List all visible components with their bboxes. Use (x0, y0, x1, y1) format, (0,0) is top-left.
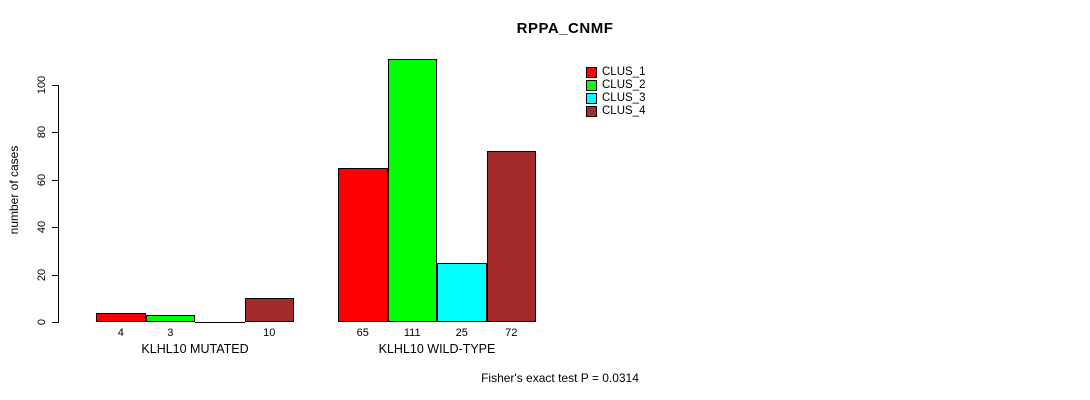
bar-clus_4-group1 (244, 298, 294, 322)
legend-item-clus_4: CLUS_4 (586, 105, 645, 118)
legend-swatch-icon (586, 106, 597, 117)
y-axis-tick (52, 322, 58, 323)
y-axis-line (58, 85, 59, 323)
bar-clus_3-group1 (195, 322, 245, 323)
bar-value-label: 111 (403, 327, 421, 339)
chart-title: RPPA_CNMF (516, 20, 614, 37)
y-axis-tick-label: 100 (36, 75, 48, 95)
legend-swatch-icon (586, 67, 597, 78)
y-axis-tick (52, 179, 58, 181)
annotation-text: Fisher's exact test P = 0.0314 (481, 371, 639, 385)
y-axis-tick-label: 40 (36, 221, 48, 234)
y-axis-tick (52, 227, 58, 229)
bar-clus_1-group2 (338, 168, 388, 322)
y-axis-tick-label: 0 (36, 318, 48, 326)
legend-label: CLUS_4 (602, 105, 646, 117)
bar-value-label: 4 (117, 327, 124, 339)
bar-value-label: 65 (356, 327, 369, 339)
bar-clus_2-group1 (145, 315, 195, 322)
y-axis-tick (52, 274, 58, 276)
legend-swatch-icon (586, 80, 597, 91)
legend: CLUS_1 CLUS_2 CLUS_3 CLUS_4 (586, 66, 645, 118)
legend-label: CLUS_3 (602, 92, 646, 104)
bar-value-label: 10 (263, 327, 276, 339)
bar-value-label: 3 (167, 327, 174, 339)
x-axis-group-label: KLHL10 WILD-TYPE (378, 342, 496, 356)
legend-item-clus_2: CLUS_2 (586, 79, 645, 92)
y-axis-tick (52, 85, 58, 86)
x-axis-group-label: KLHL10 MUTATED (141, 342, 249, 356)
bar-clus_1-group1 (96, 313, 146, 322)
legend-item-clus_1: CLUS_1 (586, 66, 645, 79)
y-axis-tick-label: 80 (36, 126, 48, 139)
legend-swatch-icon (586, 93, 597, 104)
legend-label: CLUS_1 (602, 66, 646, 78)
legend-label: CLUS_2 (602, 79, 646, 91)
bar-clus_3-group2 (437, 263, 487, 322)
bar-clus_2-group2 (387, 59, 437, 322)
bar-value-label: 72 (505, 327, 518, 339)
y-axis-tick-label: 20 (36, 268, 48, 281)
bar-clus_4-group2 (486, 151, 536, 322)
y-axis-tick-label: 60 (36, 173, 48, 186)
legend-item-clus_3: CLUS_3 (586, 92, 645, 105)
y-axis-tick (52, 132, 58, 134)
bar-value-label: 25 (455, 327, 468, 339)
